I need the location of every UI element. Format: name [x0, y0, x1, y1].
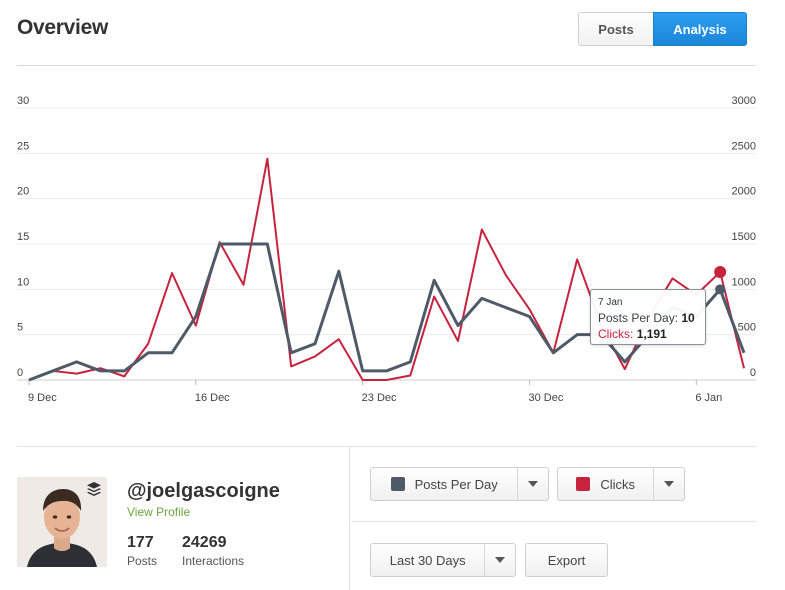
buffer-logo-icon — [86, 481, 102, 497]
page-title: Overview — [17, 16, 108, 39]
x-tick-label: 16 Dec — [195, 392, 230, 404]
tooltip-clicks-value: 1,191 — [636, 327, 667, 341]
posts-color-swatch — [390, 477, 405, 491]
view-toggle: Posts Analysis — [578, 12, 747, 46]
posts-count-label: Posts — [127, 554, 158, 568]
vertical-divider — [349, 447, 350, 590]
tab-analysis[interactable]: Analysis — [653, 12, 747, 46]
clicks-series-line — [28, 157, 745, 381]
tooltip-date: 7 Jan — [598, 297, 623, 308]
right-tick-label: 0 — [750, 367, 756, 379]
left-tick-label: 10 — [17, 276, 29, 288]
clicks-color-swatch — [576, 477, 591, 491]
date-range-button[interactable]: Last 30 Days — [371, 544, 486, 576]
right-tick-label: 1500 — [732, 231, 756, 243]
x-tick-label: 6 Jan — [695, 392, 722, 404]
section-divider — [17, 446, 756, 447]
export-button[interactable]: Export — [525, 543, 608, 577]
view-profile-link[interactable]: View Profile — [127, 505, 191, 519]
tab-posts[interactable]: Posts — [578, 12, 653, 46]
left-tick-label: 20 — [17, 186, 29, 198]
x-tick-label: 30 Dec — [529, 392, 564, 404]
right-tick-label: 2000 — [732, 186, 756, 198]
posts-series-line — [28, 242, 746, 382]
right-tick-label: 1000 — [732, 276, 756, 288]
series2-label: Clicks — [600, 476, 636, 492]
x-axis-ticks: 9 Dec 16 Dec 23 Dec 30 Dec 6 Jan — [28, 380, 722, 404]
avatar-portrait — [17, 477, 107, 567]
series1-label: Posts Per Day — [414, 476, 498, 492]
left-tick-label: 30 — [17, 95, 29, 107]
chart-series — [28, 157, 746, 382]
series1-dropdown-button[interactable]: Posts Per Day — [371, 468, 519, 500]
interactions-count: 24269 — [182, 534, 227, 551]
posts-highlight-point — [715, 284, 726, 295]
controls-divider — [351, 521, 756, 522]
chart-highlight-markers — [714, 266, 727, 295]
chart-tooltip: 7 Jan Posts Per Day: 10 Clicks: 1,191 — [590, 289, 706, 345]
left-tick-label: 25 — [17, 140, 29, 152]
right-tick-label: 2500 — [732, 140, 756, 152]
clicks-highlight-point — [714, 266, 727, 279]
tooltip-clicks-label: Clicks: — [598, 327, 634, 341]
left-tick-label: 5 — [17, 322, 23, 334]
tooltip-clicks-row: Clicks: 1,191 — [598, 326, 698, 342]
left-tick-label: 15 — [17, 231, 29, 243]
avatar[interactable] — [17, 477, 107, 567]
left-axis-ticks: 0 5 10 15 20 25 30 — [17, 95, 29, 379]
x-tick-label: 9 Dec — [28, 392, 57, 404]
series1-dropdown[interactable]: Posts Per Day — [370, 467, 549, 501]
header-divider — [17, 65, 756, 66]
chevron-down-icon[interactable] — [654, 468, 684, 500]
posts-count: 177 — [127, 534, 154, 551]
right-axis-ticks: 0 500 1000 1500 2000 2500 3000 — [732, 95, 756, 379]
chart-grid — [17, 107, 756, 381]
tooltip-posts-row: Posts Per Day: 10 — [598, 310, 698, 326]
tooltip-posts-value: 10 — [681, 311, 695, 325]
line-chart: 0 5 10 15 20 25 30 0 500 1000 1500 2000 2500 3000 9 … — [17, 95, 756, 404]
x-tick-label: 23 Dec — [362, 392, 397, 404]
interactions-count-label: Interactions — [182, 554, 245, 568]
chevron-down-icon[interactable] — [485, 544, 515, 576]
date-range-dropdown[interactable]: Last 30 Days — [370, 543, 516, 577]
series2-dropdown[interactable]: Clicks — [557, 467, 685, 501]
tooltip-posts-label: Posts Per Day: — [598, 311, 679, 325]
profile-username: @joelgascoigne — [127, 480, 280, 502]
right-tick-label: 3000 — [732, 95, 756, 107]
series2-dropdown-button[interactable]: Clicks — [558, 468, 655, 500]
right-tick-label: 500 — [738, 322, 756, 334]
left-tick-label: 0 — [17, 367, 23, 379]
date-range-label: Last 30 Days — [389, 552, 466, 568]
chevron-down-icon[interactable] — [518, 468, 548, 500]
